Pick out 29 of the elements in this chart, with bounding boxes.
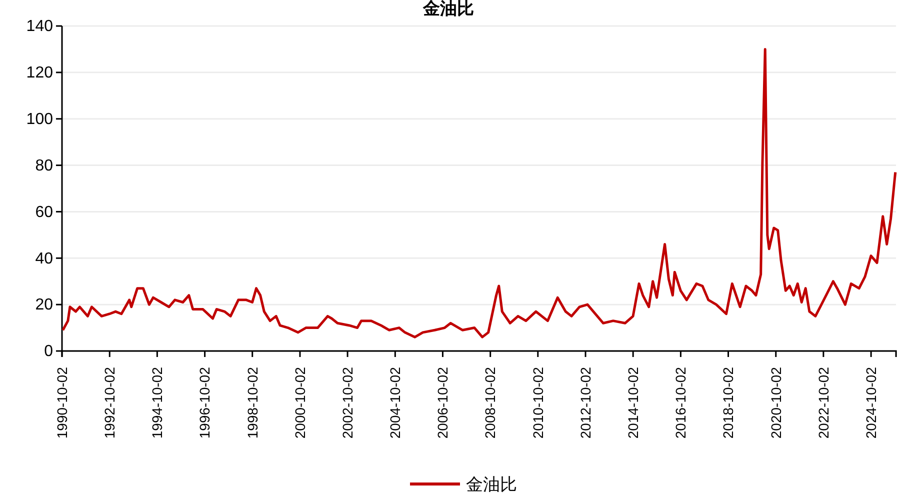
x-tick-label: 2008-10-02 bbox=[482, 366, 498, 439]
x-tick-label: 2022-10-02 bbox=[815, 366, 832, 439]
y-tick-label: 20 bbox=[35, 296, 54, 314]
y-tick-label: 80 bbox=[35, 157, 54, 174]
x-tick-label: 2018-10-02 bbox=[720, 366, 736, 439]
chart-title: 金油比 bbox=[422, 0, 474, 19]
line-series bbox=[62, 48, 897, 338]
x-tick-label: 2012-10-02 bbox=[577, 366, 594, 439]
y-tick-label: 40 bbox=[35, 250, 54, 268]
x-tick-label: 2006-10-02 bbox=[434, 366, 451, 439]
x-tick-label: 1992-10-02 bbox=[102, 366, 118, 439]
x-tick-label: 2010-10-02 bbox=[530, 366, 546, 439]
y-tick-label: 100 bbox=[26, 110, 54, 128]
x-tick-label: 1990-10-02 bbox=[54, 366, 70, 439]
x-tick-label: 2002-10-02 bbox=[339, 366, 356, 439]
x-tick-label: 2016-10-02 bbox=[672, 366, 689, 439]
y-tick-label: 60 bbox=[35, 204, 54, 221]
x-tick-label: 1996-10-02 bbox=[196, 366, 213, 439]
x-tick-label: 1994-10-02 bbox=[149, 366, 166, 439]
x-tick-label: 2024-10-02 bbox=[862, 366, 879, 439]
y-tick-label: 0 bbox=[44, 343, 54, 360]
x-tick-label: 2004-10-02 bbox=[387, 366, 404, 439]
y-tick-label: 140 bbox=[26, 18, 54, 36]
legend-label: 金油比 bbox=[466, 475, 517, 495]
x-tick-label: 1998-10-02 bbox=[244, 366, 260, 439]
x-tick-label: 2014-10-02 bbox=[624, 366, 641, 439]
x-tick-label: 2020-10-02 bbox=[768, 366, 784, 439]
x-tick-label: 2000-10-02 bbox=[292, 366, 308, 439]
y-tick-label: 120 bbox=[26, 64, 54, 82]
